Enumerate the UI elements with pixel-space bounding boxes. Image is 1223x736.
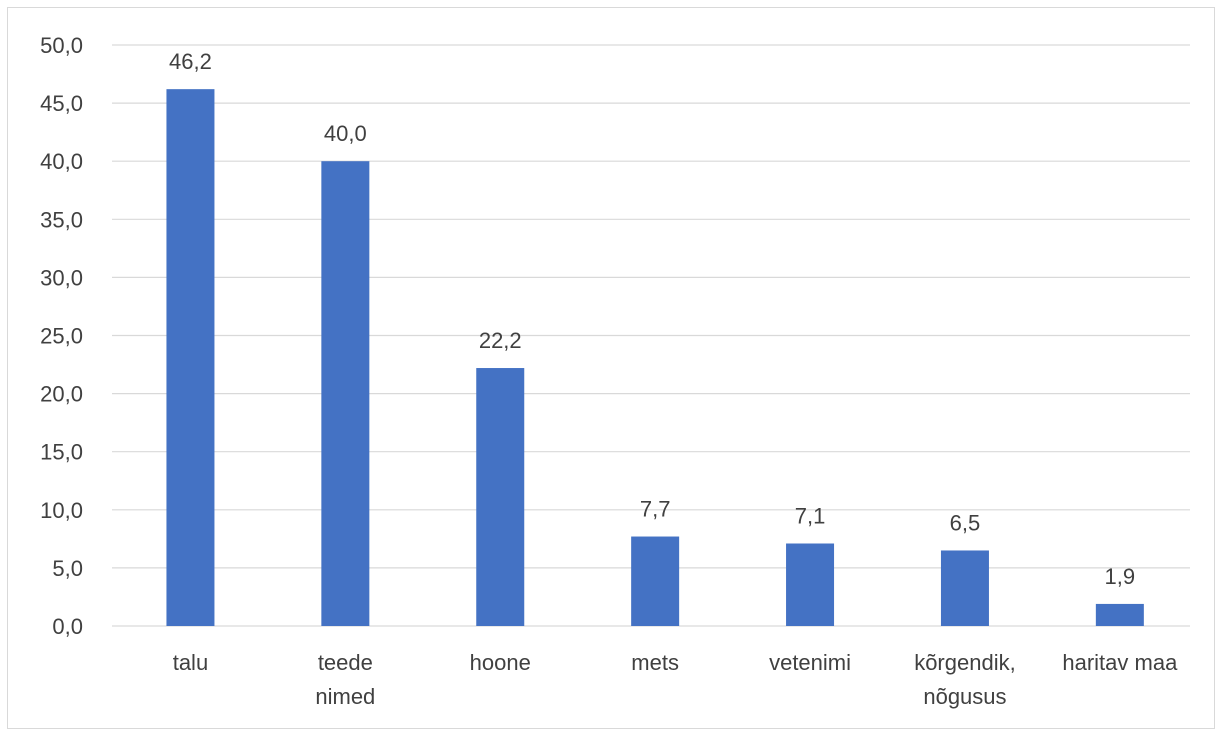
gridlines: [112, 44, 1190, 627]
y-tick-label: 0,0: [52, 614, 83, 639]
bar: [631, 536, 680, 626]
y-axis-tick-labels: 0,0 5,0 10,0 15,0 20,0 25,0 30,0 35,0 40,0 45,0 50…: [40, 33, 83, 639]
bar: [476, 368, 525, 626]
y-tick-label: 45,0: [40, 91, 83, 116]
category-label: nõgusus: [923, 684, 1006, 709]
data-label: 6,5: [950, 510, 981, 535]
y-tick-label: 15,0: [40, 440, 83, 465]
bar: [940, 550, 989, 626]
data-label: 7,1: [795, 503, 826, 528]
data-label: 1,9: [1105, 564, 1136, 589]
y-tick-label: 5,0: [52, 556, 83, 581]
y-tick-label: 35,0: [40, 207, 83, 232]
y-tick-label: 50,0: [40, 33, 83, 58]
y-tick-label: 40,0: [40, 149, 83, 174]
bar: [166, 89, 215, 626]
x-axis-category-labels: talu teede nimed hoone mets vetenimi kõrgendik…: [173, 650, 1178, 709]
y-tick-label: 25,0: [40, 324, 83, 349]
category-label: talu: [173, 650, 208, 675]
category-label: haritav maa: [1062, 650, 1178, 675]
category-label: vetenimi: [769, 650, 851, 675]
data-labels: 46,2 40,0 22,2 7,7 7,1 6,5 1,9: [169, 49, 1135, 589]
y-tick-label: 10,0: [40, 498, 83, 523]
category-label: mets: [631, 650, 679, 675]
category-label: nimed: [315, 684, 375, 709]
data-label: 7,7: [640, 497, 671, 522]
data-label: 22,2: [479, 328, 522, 353]
bar: [786, 543, 835, 626]
y-tick-label: 30,0: [40, 265, 83, 290]
data-label: 40,0: [324, 121, 367, 146]
category-label: teede: [318, 650, 373, 675]
bar: [321, 161, 370, 626]
bar: [1095, 603, 1144, 626]
category-label: kõrgendik,: [914, 650, 1016, 675]
category-label: hoone: [470, 650, 531, 675]
y-tick-label: 20,0: [40, 382, 83, 407]
bars: [166, 89, 1144, 626]
data-label: 46,2: [169, 49, 212, 74]
